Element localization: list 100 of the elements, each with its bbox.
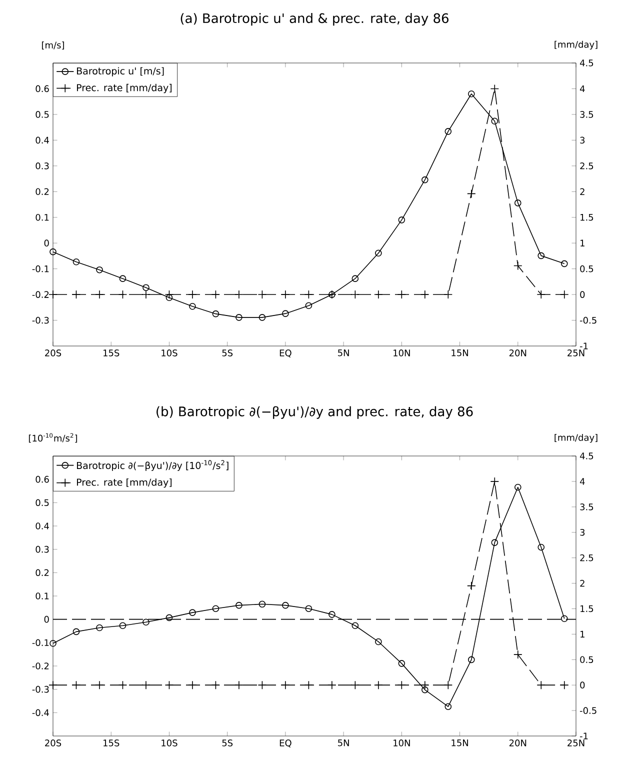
point	[142, 618, 150, 626]
y2-tick-label: 2.5	[580, 554, 594, 562]
point	[48, 290, 58, 299]
point	[72, 290, 81, 299]
chart-title: (b) Barotropic ∂(−βyu')/∂y and prec. rate, day 86	[156, 406, 473, 419]
point	[444, 703, 452, 710]
point	[491, 539, 498, 546]
y2-tick-label: 2	[580, 188, 584, 195]
x-tick-label: 10S	[162, 350, 178, 356]
y2-tick-label: 3.5	[580, 111, 594, 118]
point	[513, 261, 522, 270]
point	[328, 680, 336, 690]
point	[491, 118, 498, 125]
point	[212, 310, 220, 318]
point	[467, 581, 476, 590]
point	[142, 680, 150, 690]
x-tick-label: EQ	[280, 740, 292, 748]
y-tick-label: 0	[44, 616, 49, 623]
y-tick-label: 0.5	[36, 499, 49, 506]
point	[352, 275, 359, 282]
y-tick-label: 0.6	[36, 476, 49, 483]
y2-tick-label: -0.5	[580, 707, 596, 714]
x-tick-label: 5S	[222, 350, 233, 356]
point	[96, 624, 103, 632]
point	[166, 294, 173, 302]
y2-tick-label: 4	[580, 478, 585, 485]
point	[258, 680, 267, 690]
point	[211, 290, 220, 299]
point	[72, 258, 80, 266]
y-tick-label: 0.2	[36, 188, 49, 196]
y-tick-label: 0.1	[36, 214, 49, 221]
point	[468, 90, 475, 98]
point	[538, 252, 545, 260]
point	[72, 628, 80, 636]
point	[467, 189, 476, 198]
point	[119, 275, 126, 282]
y-tick-label: 0.1	[36, 592, 49, 600]
point	[560, 680, 569, 690]
point	[234, 290, 244, 299]
point	[305, 302, 312, 309]
y2-tick-label: 3	[580, 136, 585, 144]
point	[490, 477, 500, 486]
point	[189, 609, 196, 616]
point	[420, 290, 430, 299]
x-tick-label: 10S	[162, 740, 178, 746]
point	[211, 680, 220, 690]
point	[166, 614, 173, 622]
x-tick-label: 15N	[452, 350, 468, 356]
point	[536, 290, 546, 299]
point	[164, 290, 174, 299]
y2-tick-label: -0.5	[580, 316, 596, 324]
y-tick-label: 0.6	[36, 85, 49, 92]
y2-axis-title: [mm/day]	[554, 40, 598, 50]
y2-tick-label: 4.5	[580, 452, 594, 460]
y2-tick-label: 0.5	[580, 656, 594, 664]
y-tick-label: 0.3	[36, 546, 49, 553]
x-tick-label: 5N	[338, 350, 349, 356]
point	[118, 680, 128, 690]
point	[375, 638, 382, 646]
point	[96, 266, 103, 274]
x-tick-label: 20N	[509, 350, 526, 356]
point	[188, 290, 197, 299]
x-tick-label: 25N	[568, 740, 584, 746]
y2-tick-label: 0	[580, 291, 585, 298]
point	[397, 290, 406, 299]
y2-tick-label: 4.5	[580, 60, 594, 66]
y2-tick-label: 1	[580, 240, 584, 246]
point	[374, 290, 383, 299]
y-tick-label: -0.2	[32, 291, 49, 298]
point	[304, 290, 314, 299]
x-tick-label: 10N	[394, 350, 410, 356]
point	[119, 622, 126, 630]
point	[258, 314, 266, 321]
y2-tick-label: 3	[580, 528, 585, 536]
y-tick-label: 0.5	[36, 111, 49, 118]
point	[72, 680, 81, 690]
point	[282, 310, 289, 317]
point	[95, 290, 104, 299]
point	[468, 656, 475, 664]
point	[514, 484, 522, 491]
x-tick-label: 15S	[104, 740, 120, 746]
point	[350, 290, 360, 299]
point	[560, 615, 568, 622]
x-tick-label: 5N	[338, 740, 349, 746]
point	[375, 250, 382, 257]
x-tick-label: 25N	[568, 350, 584, 356]
point	[212, 605, 220, 612]
point	[236, 602, 242, 609]
point	[50, 640, 56, 647]
point	[374, 680, 383, 690]
point	[282, 602, 289, 609]
point	[304, 680, 314, 690]
legend-label: Barotropic ∂(−βyu')/∂y [10$^{-10}$/s$^{2}$]	[76, 460, 228, 471]
point	[560, 290, 569, 299]
point	[305, 605, 312, 612]
y-tick-label: 0.4	[36, 522, 49, 530]
y2-tick-label: 1	[580, 630, 584, 638]
legend-label: Barotropic u' [m/s]	[76, 67, 164, 76]
point	[236, 314, 242, 321]
y-tick-label: 0.2	[36, 569, 49, 576]
